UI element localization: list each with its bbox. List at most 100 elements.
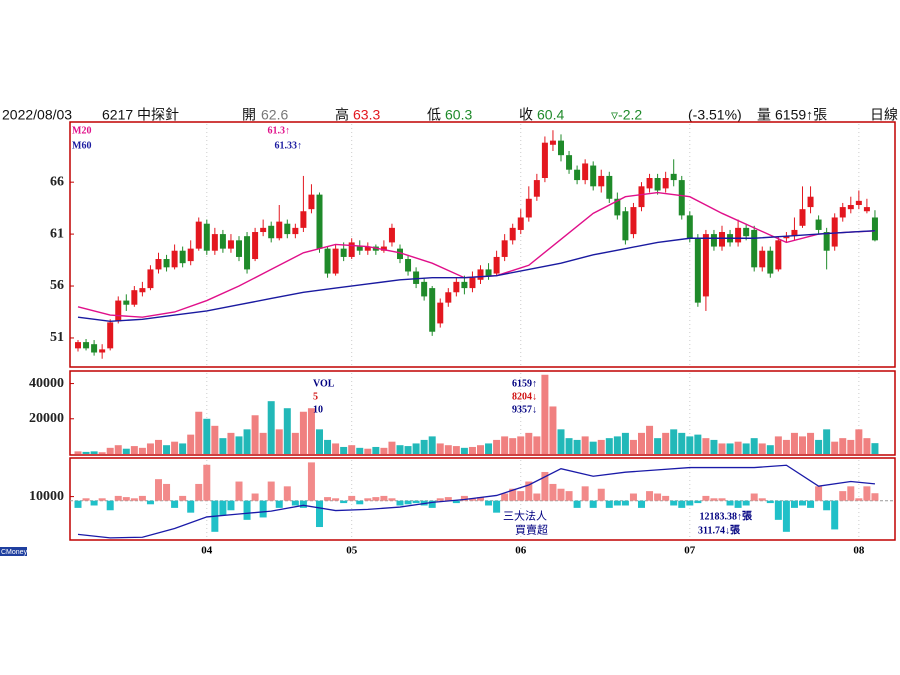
candle-body — [598, 175, 605, 187]
candle-body — [759, 250, 766, 268]
candle-body — [646, 178, 653, 189]
net-buy-bar — [243, 500, 251, 520]
candle-body — [807, 196, 814, 208]
x-tick-label: 08 — [853, 545, 865, 557]
candle-body — [324, 248, 331, 274]
volume-bar — [742, 443, 750, 454]
legend-name: M60 — [72, 140, 91, 151]
volume-bar — [678, 432, 686, 454]
high-value: 63.3 — [353, 107, 380, 123]
net-buy-bar — [782, 500, 790, 532]
y-tick-label: 61 — [50, 226, 64, 241]
volume-bar — [565, 438, 573, 454]
volume-bar — [146, 443, 154, 454]
volume-bar — [444, 445, 452, 454]
x-tick-label: 04 — [201, 545, 213, 557]
volume-bar — [203, 418, 211, 454]
net-buy-bar — [412, 500, 420, 504]
change: ▿-2.2 — [611, 107, 642, 123]
net-buy-bar — [670, 500, 678, 506]
net-buy-bar — [340, 500, 348, 504]
volume-bar — [734, 441, 742, 454]
volume-bar — [485, 443, 493, 454]
volume-bar — [710, 439, 718, 454]
holding-line — [77, 464, 876, 539]
candle-body — [710, 234, 717, 247]
volume-bar — [863, 438, 871, 454]
candle-body — [356, 246, 363, 251]
net-buy-bar — [831, 500, 839, 530]
volume-bar — [581, 436, 589, 454]
net-buy-bar — [364, 498, 372, 501]
candle-body — [147, 269, 154, 289]
candle-body — [155, 259, 162, 270]
volume-bar — [750, 438, 758, 454]
candle-body — [227, 240, 234, 249]
candle-body — [300, 211, 307, 228]
net-buy-bar — [307, 462, 315, 501]
volume-bar — [388, 441, 396, 454]
volume-bar — [807, 432, 815, 454]
legend-value: 61.33↑ — [275, 140, 303, 151]
net-buy-bar — [742, 500, 750, 506]
candle-body — [284, 223, 291, 235]
volume-bar — [74, 451, 82, 454]
net-buy-bar — [82, 498, 90, 501]
legend-name: 5 — [313, 391, 318, 402]
net-buy-bar — [388, 498, 396, 501]
net-buy-bar — [678, 500, 686, 508]
candle-body — [630, 207, 637, 235]
net-buy-bar — [774, 500, 782, 520]
candle-body — [622, 211, 629, 241]
net-buy-bar — [477, 497, 484, 501]
candle-body — [791, 229, 798, 237]
candle-body — [654, 178, 661, 191]
volume-bar — [774, 436, 782, 454]
candle-body — [316, 194, 323, 249]
net-buy-bar — [316, 500, 323, 528]
institution-panel — [69, 457, 896, 541]
net-buy-bar — [428, 500, 436, 508]
volume-bar — [316, 429, 323, 454]
volume-bar — [509, 438, 517, 454]
volume-bar — [460, 447, 468, 454]
volume-bar — [782, 439, 790, 454]
volume-bar — [501, 436, 509, 454]
candle-body — [292, 227, 299, 235]
moving-average — [77, 229, 875, 323]
net-buy-bar — [114, 495, 122, 501]
candle-body — [863, 207, 870, 212]
candle-body — [541, 142, 548, 179]
volume-bar — [662, 432, 670, 454]
net-buy-bar — [179, 495, 187, 501]
candle-body — [847, 205, 854, 210]
volume-bar — [340, 446, 348, 454]
legend-name: 三大法人 — [503, 509, 547, 523]
net-buy-bar — [171, 500, 179, 508]
candle-body — [268, 225, 275, 239]
volume-bar — [549, 406, 557, 454]
volume-bar — [613, 436, 621, 454]
legend-value: 12183.38↑張 — [700, 510, 754, 522]
net-buy-bar — [597, 488, 605, 501]
volume-bar — [815, 439, 823, 454]
volume-bar — [138, 447, 146, 454]
candle-body — [123, 300, 130, 305]
candle-body — [533, 180, 540, 197]
net-buy-bar — [557, 488, 565, 501]
net-buy-bar — [766, 500, 774, 504]
candle-body — [485, 269, 492, 276]
net-buy-bar — [863, 486, 871, 501]
candle-body — [702, 234, 709, 297]
net-buy-bar — [203, 464, 211, 501]
net-buy-bar — [138, 495, 146, 501]
candle-body — [678, 180, 685, 216]
net-buy-bar — [533, 493, 541, 501]
volume-bar — [686, 436, 694, 454]
candle-body — [332, 248, 339, 274]
legend-name: M20 — [72, 125, 91, 136]
y-tick-label: 20000 — [29, 411, 64, 426]
close-label: 收 — [519, 107, 533, 123]
y-tick-label: 56 — [50, 278, 64, 293]
volume-bar — [396, 445, 404, 454]
